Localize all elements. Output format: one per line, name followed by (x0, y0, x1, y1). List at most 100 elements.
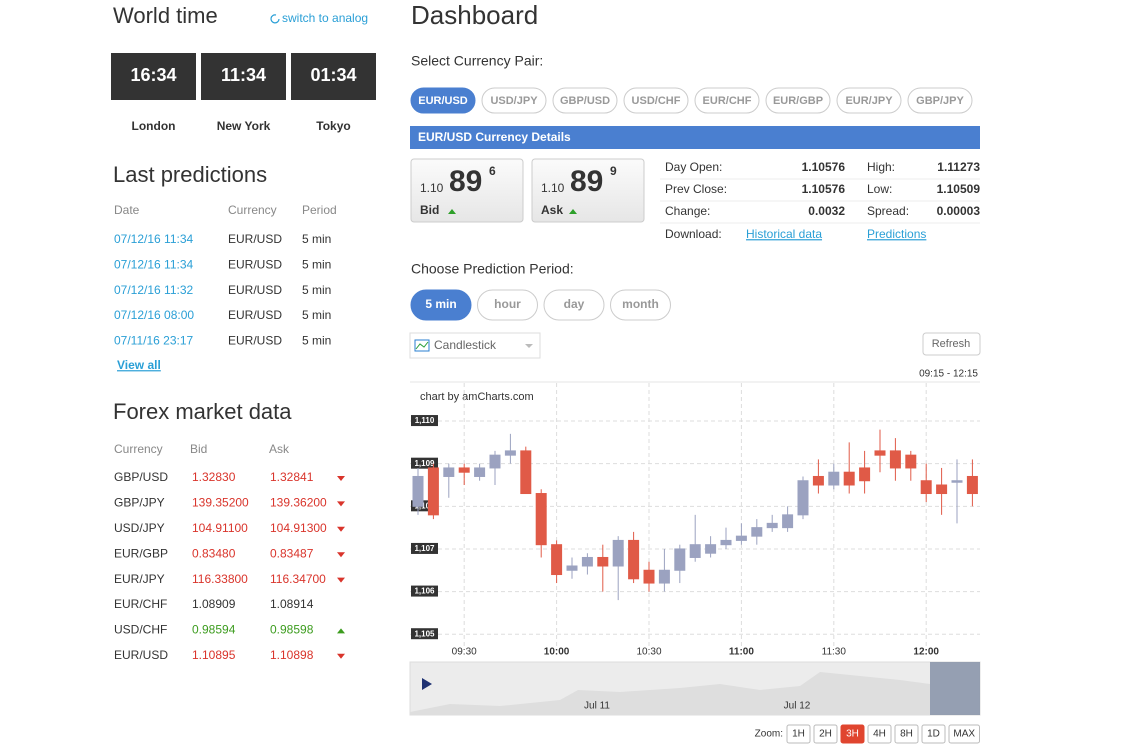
pair-button[interactable] (481, 87, 547, 114)
period-button[interactable] (610, 289, 671, 321)
period-button[interactable] (477, 289, 538, 321)
pair-button[interactable] (623, 87, 689, 114)
candle-body (766, 522, 778, 529)
candle-body (412, 475, 424, 507)
pair-label[interactable]: USD/JPY (490, 95, 538, 107)
quote-small: 9 (610, 164, 617, 178)
pair-button[interactable] (694, 87, 760, 114)
zoom-button[interactable] (921, 724, 946, 744)
pair-label[interactable]: GBP/JPY (916, 95, 964, 107)
y-tick-label: 1,106 (414, 587, 435, 596)
switch-icon (270, 14, 280, 24)
zoom-button[interactable] (894, 724, 919, 744)
zoom-button-label[interactable]: 3H (846, 729, 859, 740)
zoom-button[interactable] (813, 724, 838, 744)
y-tick-box (411, 415, 438, 427)
pair-button[interactable] (836, 87, 902, 114)
trend-arrow (337, 628, 345, 634)
candle-body (828, 471, 840, 486)
forex-ask: 1.10898 (270, 648, 314, 662)
clock-city: London (132, 119, 176, 133)
zoom-button-label[interactable]: 1H (792, 729, 805, 740)
zoom-button-label[interactable]: 2H (819, 729, 832, 740)
zoom-button[interactable] (786, 724, 811, 744)
candle-body (535, 493, 547, 546)
forex-currency: EUR/GBP (114, 546, 168, 560)
period-label[interactable]: day (564, 297, 585, 311)
zoom-button-label[interactable]: 8H (900, 729, 913, 740)
period-button[interactable] (410, 289, 472, 321)
period-label[interactable]: 5 min (425, 297, 456, 311)
y-tick-box (411, 457, 438, 469)
refresh-text[interactable]: Refresh (932, 338, 971, 350)
quote-label: Bid (420, 203, 439, 217)
candle-body (797, 480, 809, 516)
candle-body (751, 527, 763, 537)
stat-value: 1.10576 (802, 182, 846, 196)
prediction-date[interactable]: 07/12/16 08:00 (114, 308, 194, 322)
quote-label: Ask (541, 203, 563, 217)
candle-body (474, 467, 486, 477)
forex-bid: 139.35200 (192, 496, 249, 510)
download-link[interactable]: Historical data (746, 227, 822, 241)
refresh-button[interactable] (922, 332, 981, 356)
pair-button[interactable] (552, 87, 618, 114)
zoom-button[interactable] (867, 724, 892, 744)
clock-time: 01:34 (310, 65, 356, 85)
candle-body (843, 471, 855, 486)
quote-arrow (448, 209, 456, 214)
quote-big: 89 (570, 165, 603, 198)
clock-box (291, 53, 376, 100)
candle-body (612, 539, 624, 567)
prediction-cell: EUR/USD (228, 232, 282, 246)
prediction-cell: 5 min (302, 283, 331, 297)
download-link[interactable]: Predictions (867, 227, 926, 241)
prediction-date[interactable]: 07/12/16 11:32 (114, 283, 194, 297)
navigator-label: Jul 11 (584, 701, 610, 712)
page-title: Dashboard (411, 0, 538, 30)
prediction-date[interactable]: 07/12/16 11:34 (114, 257, 194, 271)
candle-body (581, 556, 593, 567)
select-text[interactable]: Candlestick (434, 338, 497, 352)
prediction-date[interactable]: 07/11/16 23:17 (114, 333, 194, 347)
forex-bid: 1.08909 (192, 597, 236, 611)
zoom-button[interactable] (840, 724, 865, 744)
forex-bid: 1.10895 (192, 648, 236, 662)
candle-body (489, 454, 501, 469)
pair-label[interactable]: EUR/USD (418, 95, 468, 107)
navigator-selection[interactable] (930, 662, 980, 715)
pair-button[interactable] (765, 87, 831, 114)
prediction-date[interactable]: 07/12/16 11:34 (114, 232, 194, 246)
prediction-cell: 5 min (302, 308, 331, 322)
y-tick-label: 1,110 (415, 416, 435, 425)
zoom-button-label[interactable]: MAX (953, 729, 975, 740)
zoom-button[interactable] (948, 724, 980, 744)
pair-button[interactable] (410, 87, 476, 114)
y-tick-label: 1,108 (414, 501, 435, 510)
forex-currency: USD/CHF (114, 623, 167, 637)
pair-label[interactable]: EUR/GBP (773, 95, 823, 107)
view-all-link[interactable]: View all (117, 358, 161, 372)
pair-label[interactable]: GBP/USD (560, 95, 610, 107)
pair-label[interactable]: USD/CHF (632, 95, 681, 107)
period-button[interactable] (543, 289, 605, 321)
candle-body (566, 565, 578, 571)
navigator-play[interactable] (422, 678, 432, 690)
stat-label: High: (867, 160, 895, 174)
period-label[interactable]: hour (494, 297, 521, 311)
y-tick-label: 1,107 (414, 544, 435, 553)
zoom-button-label[interactable]: 1D (927, 729, 940, 740)
forex-currency: USD/JPY (114, 521, 165, 535)
switch-link[interactable]: switch to analog (282, 11, 368, 25)
prediction-cell: EUR/USD (228, 333, 282, 347)
candle-body (674, 548, 686, 571)
period-label[interactable]: month (622, 297, 659, 311)
zoom-button-label[interactable]: 4H (873, 729, 886, 740)
pair-label[interactable]: EUR/CHF (703, 95, 752, 107)
forex-bid: 0.83480 (192, 546, 236, 560)
chart-type-select[interactable] (409, 332, 541, 359)
pair-label[interactable]: EUR/JPY (845, 95, 893, 107)
quote-big: 89 (449, 165, 482, 198)
pair-button[interactable] (907, 87, 973, 114)
column-header: Period (302, 203, 337, 217)
